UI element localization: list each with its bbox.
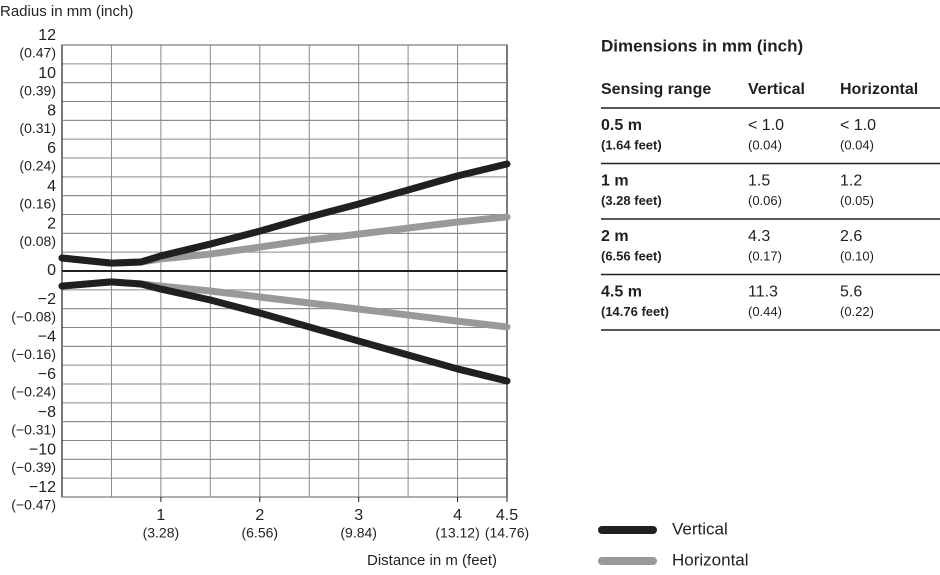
table-cell: 4.5 m bbox=[601, 284, 642, 301]
table-cell: 0.5 m bbox=[601, 117, 642, 134]
table-cell-sub: (6.56 feet) bbox=[601, 248, 662, 263]
y-tick-label: 4 bbox=[47, 178, 56, 195]
y-tick-label: 6 bbox=[47, 140, 56, 157]
table-title: Dimensions in mm (inch) bbox=[601, 36, 803, 55]
y-tick-sublabel: (−0.39) bbox=[11, 459, 56, 475]
table-cell: 1.5 bbox=[748, 173, 770, 190]
x-axis-label: Distance in m (feet) bbox=[367, 552, 497, 569]
y-tick-label: 10 bbox=[38, 65, 56, 82]
table-cell-sub: (0.04) bbox=[840, 137, 874, 152]
y-tick-label: −10 bbox=[29, 442, 56, 459]
y-tick-sublabel: (0.08) bbox=[19, 233, 56, 249]
x-tick-sublabel: (13.12) bbox=[435, 525, 479, 541]
table-cell: 11.3 bbox=[748, 284, 778, 301]
legend-label: Vertical bbox=[672, 519, 728, 538]
table-cell: 2.6 bbox=[840, 228, 862, 245]
table-cell: < 1.0 bbox=[748, 117, 784, 134]
y-tick-sublabel: (0.47) bbox=[19, 45, 56, 61]
table-cell-sub: (0.44) bbox=[748, 304, 782, 319]
x-tick-sublabel: (3.28) bbox=[143, 525, 180, 541]
table-header: Vertical bbox=[748, 81, 805, 98]
line bbox=[58, 278, 511, 385]
y-tick-sublabel: (0.16) bbox=[19, 195, 56, 211]
y-axis-label: Radius in mm (inch) bbox=[0, 3, 133, 20]
x-tick-label: 4 bbox=[453, 507, 462, 524]
line bbox=[58, 160, 511, 267]
y-tick-sublabel: (−0.47) bbox=[11, 497, 56, 513]
x-tick-label: 4.5 bbox=[496, 507, 518, 524]
x-tick-label: 1 bbox=[156, 507, 165, 524]
x-tick-sublabel: (14.76) bbox=[485, 525, 529, 541]
y-tick-sublabel: (0.39) bbox=[19, 82, 56, 98]
x-tick-sublabel: (6.56) bbox=[241, 525, 278, 541]
x-tick-sublabel: (9.84) bbox=[340, 525, 377, 541]
y-tick-label: −2 bbox=[38, 291, 56, 308]
y-tick-label: 2 bbox=[47, 216, 56, 233]
y-tick-label: 0 bbox=[47, 262, 56, 279]
table-header: Horizontal bbox=[840, 81, 918, 98]
table-cell: 5.6 bbox=[840, 284, 862, 301]
table-cell-sub: (0.10) bbox=[840, 248, 874, 263]
y-tick-sublabel: (0.31) bbox=[19, 120, 56, 136]
table-cell-sub: (0.17) bbox=[748, 248, 782, 263]
y-tick-sublabel: (−0.31) bbox=[11, 421, 56, 437]
table-cell: < 1.0 bbox=[840, 117, 876, 134]
legend-label: Horizontal bbox=[672, 550, 749, 569]
table-cell: 2 m bbox=[601, 228, 629, 245]
y-tick-label: 8 bbox=[47, 103, 56, 120]
y-tick-sublabel: (0.24) bbox=[19, 158, 56, 174]
table-cell-sub: (0.22) bbox=[840, 304, 874, 319]
table-cell: 1 m bbox=[601, 173, 629, 190]
table-cell: 4.3 bbox=[748, 228, 770, 245]
x-tick-label: 3 bbox=[354, 507, 363, 524]
table-cell-sub: (0.04) bbox=[748, 137, 782, 152]
table-cell: 1.2 bbox=[840, 173, 862, 190]
table-cell-sub: (3.28 feet) bbox=[601, 193, 662, 208]
y-tick-sublabel: (−0.24) bbox=[11, 384, 56, 400]
table-cell-sub: (1.64 feet) bbox=[601, 137, 662, 152]
table-cell-sub: (14.76 feet) bbox=[601, 304, 669, 319]
y-tick-sublabel: (−0.16) bbox=[11, 346, 56, 362]
y-tick-sublabel: (−0.08) bbox=[11, 308, 56, 324]
y-tick-label: 12 bbox=[38, 27, 56, 44]
table-header: Sensing range bbox=[601, 81, 711, 98]
y-tick-label: −4 bbox=[38, 329, 56, 346]
table-cell-sub: (0.06) bbox=[748, 193, 782, 208]
y-tick-label: −12 bbox=[29, 479, 56, 496]
table-cell-sub: (0.05) bbox=[840, 193, 874, 208]
y-tick-label: −6 bbox=[38, 366, 56, 383]
x-tick-label: 2 bbox=[255, 507, 264, 524]
y-tick-label: −8 bbox=[38, 404, 56, 421]
